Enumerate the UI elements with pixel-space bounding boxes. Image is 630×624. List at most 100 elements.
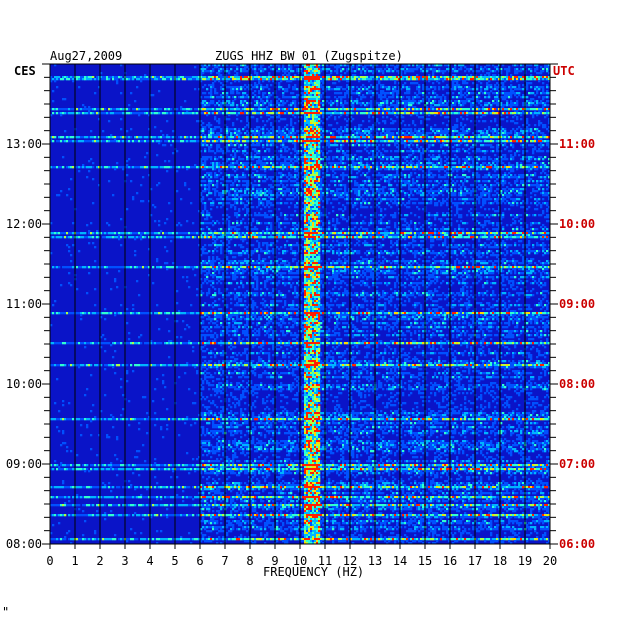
spectrogram-cell [472, 98, 474, 100]
spectrogram-cell [526, 140, 528, 142]
spectrogram-cell [464, 158, 466, 160]
spectrogram-cell [432, 130, 434, 132]
spectrogram-cell [80, 166, 82, 168]
spectrogram-cell [272, 112, 274, 114]
spectrogram-cell [88, 160, 90, 162]
spectrogram-cell [70, 78, 72, 80]
spectrogram-cell [422, 92, 424, 94]
spectrogram-cell [246, 140, 248, 142]
spectrogram-cell [228, 70, 230, 72]
spectrogram-cell [242, 158, 244, 160]
spectrogram-cell [360, 108, 362, 110]
spectrogram-cell [322, 78, 324, 80]
spectrogram-cell [256, 108, 258, 110]
spectrogram-cell [230, 164, 232, 166]
spectrogram-cell [384, 94, 386, 96]
spectrogram-cell [388, 70, 390, 72]
spectrogram-cell [406, 100, 408, 102]
spectrogram-cell [234, 108, 236, 110]
spectrogram-cell [286, 70, 288, 72]
spectrogram-cell [58, 78, 60, 80]
spectrogram-cell [394, 120, 396, 122]
spectrogram-cell [202, 132, 204, 134]
spectrogram-cell [206, 102, 208, 104]
spectrogram-cell [384, 122, 386, 124]
spectrogram-cell [288, 68, 290, 70]
spectrogram-cell [312, 94, 314, 96]
spectrogram-cell [414, 96, 416, 98]
spectrogram-cell [328, 108, 330, 110]
spectrogram-cell [358, 162, 360, 164]
spectrogram-cell [446, 130, 448, 132]
spectrogram-cell [440, 136, 442, 138]
spectrogram-cell [536, 66, 538, 68]
spectrogram-cell [384, 78, 386, 80]
spectrogram-cell [476, 158, 478, 160]
spectrogram-cell [372, 162, 374, 164]
spectrogram-cell [406, 76, 408, 78]
spectrogram-cell [206, 104, 208, 106]
spectrogram-cell [314, 78, 316, 80]
spectrogram-cell [104, 136, 106, 138]
spectrogram-cell [364, 70, 366, 72]
spectrogram-cell [332, 158, 334, 160]
spectrogram-cell [84, 136, 86, 138]
spectrogram-cell [502, 162, 504, 164]
spectrogram-cell [376, 102, 378, 104]
spectrogram-cell [418, 78, 420, 80]
spectrogram-cell [336, 156, 338, 158]
spectrogram-cell [456, 130, 458, 132]
spectrogram-cell [408, 78, 410, 80]
spectrogram-cell [476, 98, 478, 100]
spectrogram-cell [132, 78, 134, 80]
spectrogram-cell [222, 112, 224, 114]
spectrogram-cell [366, 102, 368, 104]
spectrogram-cell [308, 144, 310, 146]
spectrogram-cell [508, 140, 510, 142]
spectrogram-cell [394, 88, 396, 90]
spectrogram-cell [422, 108, 424, 110]
spectrogram-cell [376, 148, 378, 150]
spectrogram-cell [168, 140, 170, 142]
spectrogram-cell [206, 108, 208, 110]
spectrogram-cell [316, 98, 318, 100]
spectrogram-cell [234, 144, 236, 146]
spectrogram-cell [90, 136, 92, 138]
spectrogram-cell [352, 156, 354, 158]
spectrogram-cell [492, 136, 494, 138]
spectrogram-cell [488, 68, 490, 70]
spectrogram-cell [468, 108, 470, 110]
spectrogram-cell [472, 140, 474, 142]
spectrogram-cell [426, 76, 428, 78]
spectrogram-cell [214, 118, 216, 120]
spectrogram-cell [422, 98, 424, 100]
spectrogram-cell [366, 140, 368, 142]
spectrogram-cell [208, 156, 210, 158]
spectrogram-cell [362, 130, 364, 132]
spectrogram-cell [478, 96, 480, 98]
spectrogram-cell [280, 112, 282, 114]
spectrogram-cell [242, 150, 244, 152]
spectrogram-cell [268, 80, 270, 82]
spectrogram-cell [216, 150, 218, 152]
spectrogram-cell [482, 164, 484, 166]
spectrogram-cell [386, 134, 388, 136]
spectrogram-cell [380, 86, 382, 88]
spectrogram-cell [488, 126, 490, 128]
spectrogram-cell [366, 68, 368, 70]
spectrogram-cell [476, 78, 478, 80]
spectrogram-cell [310, 124, 312, 126]
spectrogram-cell [386, 66, 388, 68]
spectrogram-cell [364, 86, 366, 88]
spectrogram-cell [418, 134, 420, 136]
spectrogram-cell [322, 88, 324, 90]
spectrogram-cell [356, 140, 358, 142]
spectrogram-cell [464, 162, 466, 164]
spectrogram-cell [420, 116, 422, 118]
spectrogram-cell [220, 130, 222, 132]
spectrogram-cell [288, 158, 290, 160]
spectrogram-cell [378, 96, 380, 98]
spectrogram-cell [312, 100, 314, 102]
spectrogram-cell [436, 130, 438, 132]
spectrogram-cell [140, 140, 142, 142]
